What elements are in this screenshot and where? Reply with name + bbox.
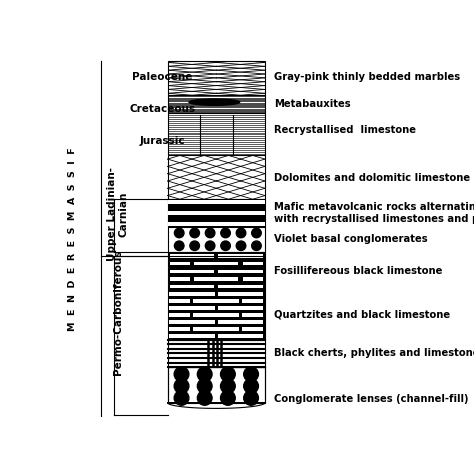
Text: Upper Ladinian-
Carnian: Upper Ladinian- Carnian bbox=[107, 167, 129, 261]
Bar bbox=[168, 291, 265, 340]
Bar bbox=[193, 327, 239, 331]
Bar bbox=[169, 306, 215, 310]
Text: Quartzites and black limestone: Quartzites and black limestone bbox=[274, 310, 450, 320]
Circle shape bbox=[190, 241, 200, 250]
Text: Conglomerate lenses (channel-fill): Conglomerate lenses (channel-fill) bbox=[274, 394, 469, 404]
Bar bbox=[168, 227, 265, 252]
Ellipse shape bbox=[189, 99, 240, 105]
Bar bbox=[242, 299, 264, 303]
Text: Fosillifereous black limestone: Fosillifereous black limestone bbox=[274, 266, 443, 276]
Circle shape bbox=[190, 228, 200, 238]
Circle shape bbox=[174, 228, 184, 238]
Bar bbox=[193, 299, 239, 303]
Circle shape bbox=[197, 391, 212, 405]
Polygon shape bbox=[168, 403, 265, 409]
Circle shape bbox=[197, 367, 212, 382]
Circle shape bbox=[174, 367, 189, 382]
Bar bbox=[168, 252, 265, 291]
Bar bbox=[218, 292, 264, 296]
Bar bbox=[194, 277, 238, 281]
Circle shape bbox=[220, 379, 235, 393]
Text: Cretaceous: Cretaceous bbox=[129, 104, 195, 114]
Text: Permo-Carboniferous: Permo-Carboniferous bbox=[113, 250, 123, 375]
Bar bbox=[169, 327, 191, 331]
Bar bbox=[218, 334, 264, 338]
Circle shape bbox=[236, 241, 246, 250]
Bar bbox=[168, 211, 265, 215]
Text: M  E  N  D  E  R  E  S  M  A  S  S  I  F: M E N D E R E S M A S S I F bbox=[68, 147, 77, 331]
Circle shape bbox=[174, 391, 189, 405]
Circle shape bbox=[220, 391, 235, 405]
Bar bbox=[170, 270, 214, 273]
Bar bbox=[219, 285, 263, 288]
Text: Recrystallised  limestone: Recrystallised limestone bbox=[274, 125, 416, 135]
Bar bbox=[168, 367, 265, 403]
Bar bbox=[242, 327, 264, 331]
Bar bbox=[168, 340, 265, 367]
Bar bbox=[168, 367, 265, 403]
Circle shape bbox=[244, 391, 258, 405]
Bar bbox=[169, 292, 215, 296]
Text: Black cherts, phylites and limestone: Black cherts, phylites and limestone bbox=[274, 348, 474, 358]
Bar bbox=[168, 61, 265, 95]
Bar bbox=[168, 113, 265, 155]
Circle shape bbox=[205, 241, 215, 250]
Text: Jurassic: Jurassic bbox=[139, 136, 185, 146]
Bar bbox=[170, 285, 214, 288]
Bar bbox=[169, 320, 215, 324]
Bar bbox=[170, 277, 190, 281]
Circle shape bbox=[220, 367, 235, 382]
Bar bbox=[168, 222, 265, 226]
Circle shape bbox=[236, 228, 246, 238]
Bar bbox=[219, 255, 263, 258]
Circle shape bbox=[205, 228, 215, 238]
Bar bbox=[219, 270, 263, 273]
Bar bbox=[218, 320, 264, 324]
Circle shape bbox=[252, 228, 261, 238]
Bar bbox=[168, 155, 265, 199]
Bar bbox=[168, 95, 265, 113]
Bar bbox=[170, 255, 214, 258]
Circle shape bbox=[174, 379, 189, 393]
Text: Metabauxites: Metabauxites bbox=[274, 100, 351, 109]
Bar bbox=[169, 334, 215, 338]
Circle shape bbox=[174, 241, 184, 250]
Text: Violet basal conglomerates: Violet basal conglomerates bbox=[274, 234, 428, 245]
Text: Paleocene: Paleocene bbox=[132, 72, 192, 82]
Bar bbox=[169, 313, 191, 317]
Bar bbox=[168, 200, 265, 204]
Bar bbox=[218, 306, 264, 310]
Circle shape bbox=[244, 367, 258, 382]
Bar bbox=[193, 313, 239, 317]
Circle shape bbox=[244, 379, 258, 393]
Bar bbox=[243, 277, 263, 281]
Circle shape bbox=[221, 228, 230, 238]
Bar bbox=[168, 199, 265, 227]
Bar bbox=[169, 299, 191, 303]
Text: Mafic metavolcanic rocks alternating,
with recrystallised limestones and phyllit: Mafic metavolcanic rocks alternating, wi… bbox=[274, 202, 474, 224]
Circle shape bbox=[252, 241, 261, 250]
Circle shape bbox=[221, 241, 230, 250]
Bar bbox=[242, 313, 264, 317]
Circle shape bbox=[197, 379, 212, 393]
Bar bbox=[170, 262, 190, 265]
Bar bbox=[243, 262, 263, 265]
Bar bbox=[194, 262, 238, 265]
Text: Gray-pink thinly bedded marbles: Gray-pink thinly bedded marbles bbox=[274, 72, 460, 82]
Text: Dolomites and dolomitic limestone: Dolomites and dolomitic limestone bbox=[274, 173, 470, 183]
